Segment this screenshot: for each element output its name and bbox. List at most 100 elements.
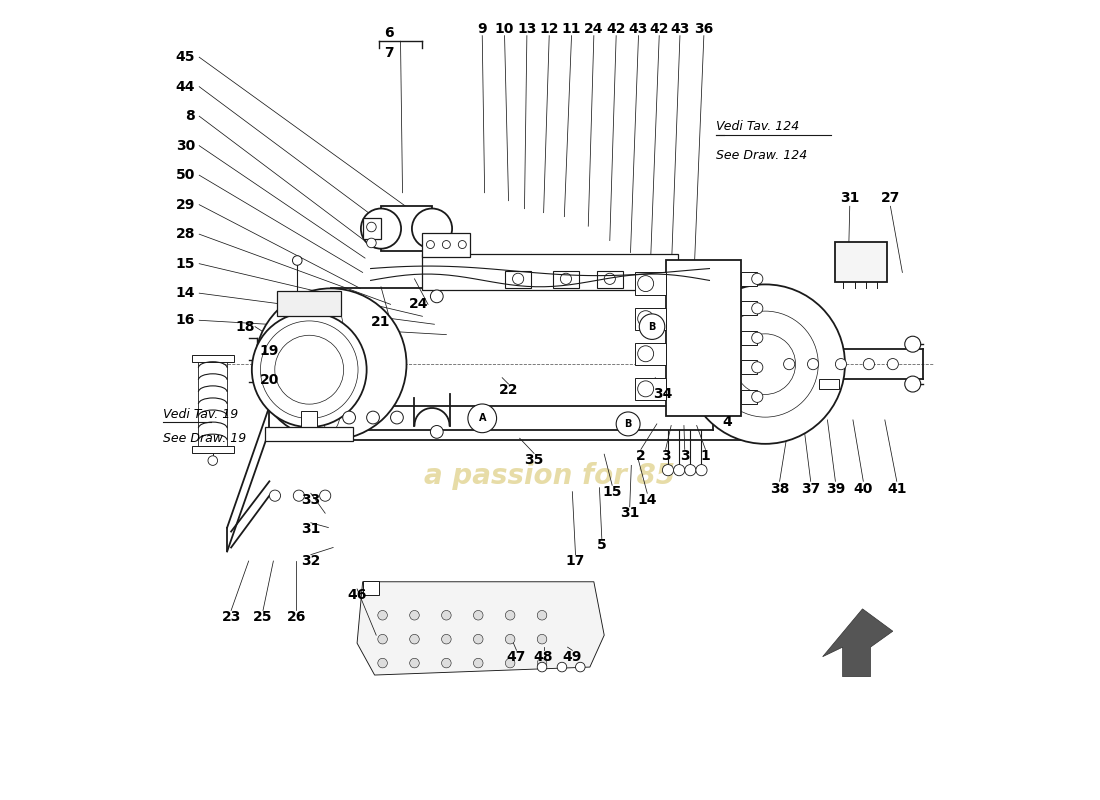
Bar: [363, 218, 381, 239]
Bar: [820, 379, 838, 389]
Text: 31: 31: [620, 506, 639, 520]
Text: See Draw. 19: See Draw. 19: [163, 432, 246, 445]
Text: 8: 8: [186, 109, 195, 123]
Circle shape: [537, 662, 547, 672]
Text: 41: 41: [887, 482, 906, 496]
Bar: [666, 261, 741, 416]
Circle shape: [320, 490, 331, 502]
Text: 29: 29: [176, 198, 195, 212]
Text: 31: 31: [840, 191, 859, 206]
Bar: [741, 301, 757, 315]
Circle shape: [377, 634, 387, 644]
Text: 33: 33: [301, 493, 320, 506]
Text: 24: 24: [409, 298, 428, 311]
Text: 13: 13: [517, 22, 537, 36]
Text: 49: 49: [562, 650, 582, 664]
Circle shape: [537, 610, 547, 620]
Circle shape: [430, 290, 443, 302]
Circle shape: [366, 222, 376, 232]
Circle shape: [560, 274, 572, 285]
Text: 4: 4: [722, 414, 732, 429]
Text: 9: 9: [477, 22, 487, 36]
Circle shape: [751, 332, 763, 343]
Text: 12: 12: [539, 22, 559, 36]
Circle shape: [616, 412, 640, 436]
Text: 2: 2: [636, 449, 646, 463]
Text: 23: 23: [221, 610, 241, 624]
Circle shape: [409, 658, 419, 668]
Text: 28: 28: [176, 227, 195, 241]
Circle shape: [473, 634, 483, 644]
Circle shape: [662, 465, 673, 476]
Text: 20: 20: [260, 373, 279, 387]
Text: B: B: [625, 419, 631, 429]
Text: 6: 6: [384, 26, 394, 40]
Circle shape: [751, 274, 763, 285]
Circle shape: [208, 456, 218, 466]
Text: 3: 3: [661, 449, 670, 463]
Circle shape: [638, 381, 653, 397]
Bar: [277, 290, 341, 316]
Circle shape: [468, 404, 496, 433]
Text: 30: 30: [176, 138, 195, 153]
Circle shape: [835, 358, 847, 370]
Circle shape: [255, 288, 407, 440]
Text: 11: 11: [562, 22, 581, 36]
Circle shape: [505, 658, 515, 668]
Circle shape: [604, 274, 615, 285]
Circle shape: [441, 634, 451, 644]
Circle shape: [409, 610, 419, 620]
Text: 48: 48: [534, 650, 553, 664]
Text: 43: 43: [629, 22, 648, 36]
Circle shape: [751, 362, 763, 373]
Circle shape: [639, 314, 664, 339]
Text: Vedi Tav. 124: Vedi Tav. 124: [716, 120, 799, 133]
Circle shape: [441, 610, 451, 620]
Text: 43: 43: [670, 22, 690, 36]
Bar: [422, 254, 678, 290]
Circle shape: [807, 358, 818, 370]
Circle shape: [442, 241, 450, 249]
Bar: [741, 390, 757, 404]
Circle shape: [473, 658, 483, 668]
Circle shape: [575, 662, 585, 672]
Text: 17: 17: [565, 554, 585, 568]
Text: 42: 42: [606, 22, 626, 36]
Text: 42: 42: [649, 22, 669, 36]
Circle shape: [459, 241, 466, 249]
Text: a passion for 85: a passion for 85: [425, 462, 675, 490]
Circle shape: [783, 358, 794, 370]
Text: Vedi Tav. 19: Vedi Tav. 19: [163, 408, 239, 421]
Bar: [636, 307, 666, 330]
Circle shape: [377, 610, 387, 620]
Bar: [835, 242, 888, 282]
Circle shape: [638, 310, 653, 326]
Circle shape: [430, 426, 443, 438]
Circle shape: [684, 465, 696, 476]
Bar: [363, 581, 378, 595]
Circle shape: [252, 312, 366, 427]
Text: B: B: [648, 322, 656, 332]
Circle shape: [673, 465, 684, 476]
Circle shape: [361, 209, 402, 249]
Circle shape: [377, 658, 387, 668]
Text: 45: 45: [176, 50, 195, 64]
Text: 27: 27: [881, 191, 900, 206]
Text: 47: 47: [507, 650, 526, 664]
Text: See Draw. 124: See Draw. 124: [716, 149, 807, 162]
Circle shape: [441, 658, 451, 668]
Circle shape: [905, 376, 921, 392]
Text: 46: 46: [348, 588, 366, 602]
Bar: [381, 206, 432, 251]
Text: 3: 3: [680, 449, 690, 463]
Text: 22: 22: [498, 383, 518, 398]
Bar: [505, 271, 531, 288]
Circle shape: [366, 238, 376, 248]
Text: 10: 10: [495, 22, 514, 36]
Bar: [192, 355, 233, 362]
Bar: [741, 330, 757, 345]
Bar: [741, 360, 757, 374]
Circle shape: [294, 490, 305, 502]
Circle shape: [505, 610, 515, 620]
Text: 7: 7: [384, 46, 394, 60]
